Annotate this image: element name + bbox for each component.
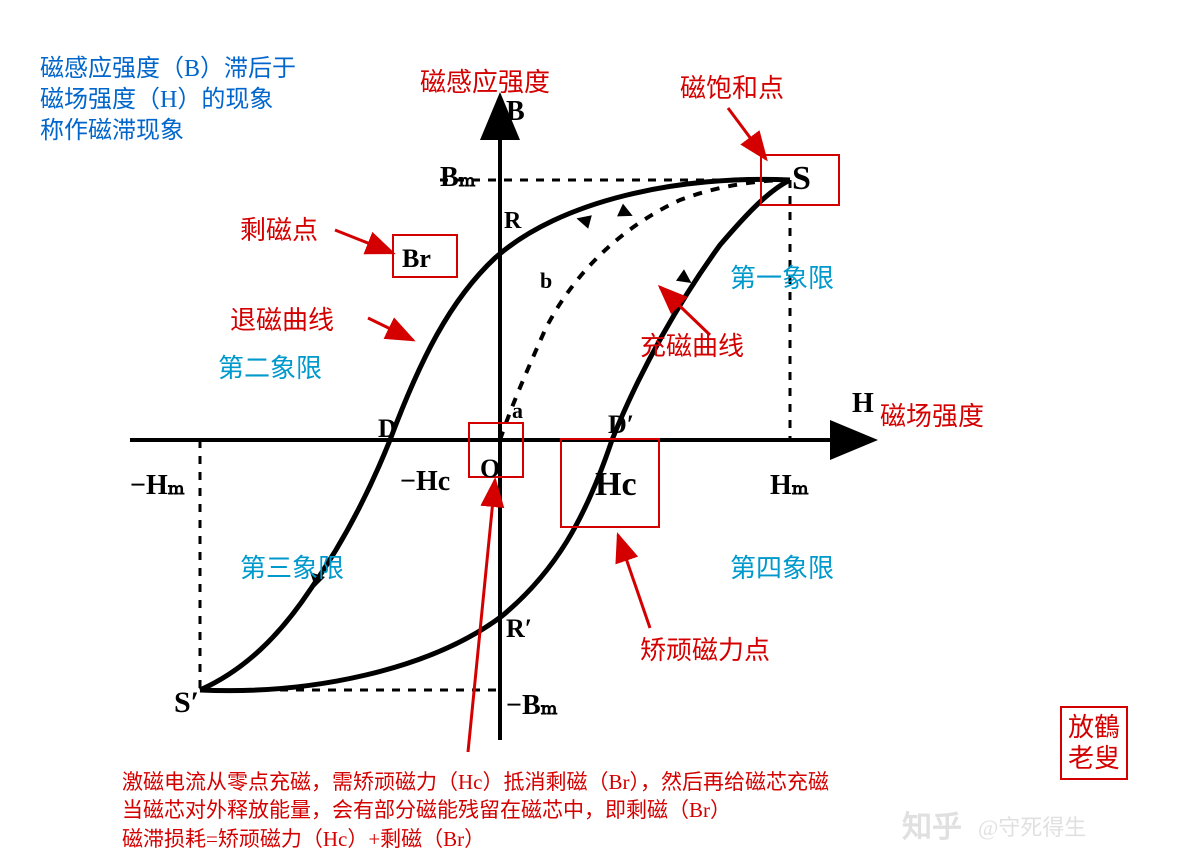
- sym-Bm: Bₘ: [440, 160, 476, 194]
- sym-Hm: Hₘ: [770, 468, 809, 502]
- callout-arrow: [618, 535, 650, 628]
- sym-D: D: [378, 414, 397, 444]
- sym-negBm: −Bₘ: [506, 688, 558, 722]
- callout-arrow: [368, 318, 413, 340]
- note-line2: 当磁芯对外释放能量，会有部分磁能残留在磁芯中，即剩磁（Br）: [122, 796, 829, 824]
- sym-O: O: [480, 454, 500, 484]
- sym-B: B: [506, 96, 525, 128]
- watermark-logo: 知乎: [902, 802, 962, 846]
- stamp-line1: 放鶴: [1068, 712, 1120, 743]
- label-b-axis: 磁感应强度: [420, 62, 550, 99]
- curve-arrow: [617, 204, 636, 223]
- label-q1: 第一象限: [730, 258, 834, 295]
- sym-b: b: [540, 268, 552, 294]
- sym-negHc: −Hc: [400, 466, 450, 498]
- label-saturation: 磁饱和点: [680, 68, 784, 105]
- title-line3: 称作磁滞现象: [40, 116, 296, 147]
- callout-arrow: [468, 480, 495, 752]
- sym-a: a: [512, 398, 523, 424]
- label-demag: 退磁曲线: [230, 300, 334, 337]
- callout-arrow: [335, 230, 393, 253]
- sym-H: H: [852, 388, 874, 420]
- label-h-axis: 磁场强度: [880, 396, 984, 433]
- bottom-notes: 激磁电流从零点充磁，需矫顽磁力（Hc）抵消剩磁（Br），然后再给磁芯充磁 当磁芯…: [122, 768, 829, 853]
- author-stamp: 放鶴 老叟: [1068, 712, 1120, 774]
- callout-arrow: [728, 108, 766, 159]
- label-mag: 充磁曲线: [640, 326, 744, 363]
- sym-S: S: [792, 160, 811, 198]
- definition-title: 磁感应强度（B）滞后于 磁场强度（H）的现象 称作磁滞现象: [40, 54, 296, 148]
- sym-Br: Br: [402, 244, 431, 274]
- curve-arrow: [575, 212, 592, 229]
- label-q3: 第三象限: [240, 548, 344, 585]
- title-line1: 磁感应强度（B）滞后于: [40, 54, 296, 85]
- sym-Dprime: D′: [608, 410, 634, 440]
- sym-R: R: [504, 208, 521, 235]
- sym-negHm: −Hₘ: [130, 468, 185, 502]
- label-remanence: 剩磁点: [240, 210, 318, 247]
- sym-Sprime: S′: [174, 686, 199, 720]
- label-coercive: 矫顽磁力点: [640, 630, 770, 667]
- title-line2: 磁场强度（H）的现象: [40, 85, 296, 116]
- sym-Hc: Hc: [595, 466, 637, 504]
- watermark-user: @守死得生: [978, 810, 1086, 842]
- sym-Rprime: R′: [506, 614, 532, 644]
- note-line3: 磁滞损耗=矫顽磁力（Hc）+剩磁（Br）: [122, 825, 829, 853]
- label-q4: 第四象限: [730, 548, 834, 585]
- note-line1: 激磁电流从零点充磁，需矫顽磁力（Hc）抵消剩磁（Br），然后再给磁芯充磁: [122, 768, 829, 796]
- label-q2: 第二象限: [218, 348, 322, 385]
- stamp-line2: 老叟: [1068, 743, 1120, 774]
